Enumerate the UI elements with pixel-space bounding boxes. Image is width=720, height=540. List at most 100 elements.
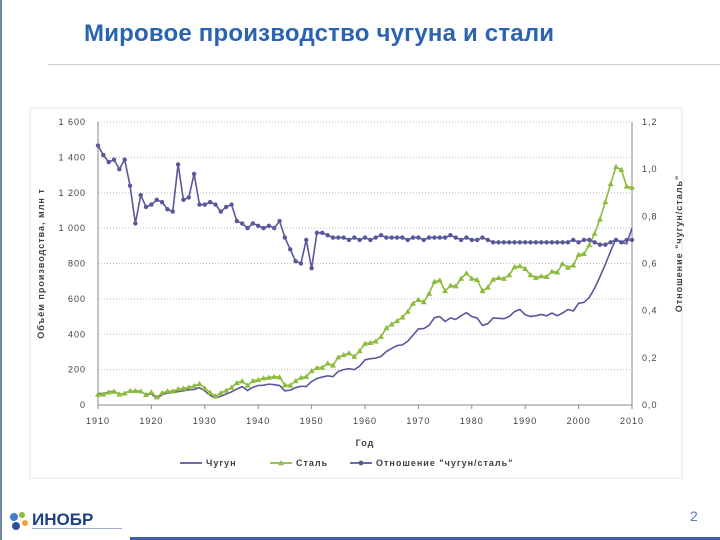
legend-label: Отношение "чугун/сталь"	[376, 458, 513, 468]
data-point	[495, 274, 502, 281]
legend-marker	[278, 460, 284, 466]
data-point	[288, 247, 293, 252]
data-point	[587, 237, 592, 243]
data-point	[335, 354, 342, 360]
chart-frame	[29, 107, 683, 479]
data-point	[527, 271, 534, 278]
data-point	[260, 375, 267, 381]
data-point	[596, 216, 603, 222]
data-point	[538, 273, 545, 279]
x-tick-label: 2010	[620, 416, 644, 426]
data-point	[153, 394, 160, 400]
data-point	[250, 221, 256, 226]
y2-axis-title: Отношение "чугун/сталь"	[674, 175, 684, 312]
data-point	[607, 180, 614, 187]
data-point	[400, 235, 405, 240]
data-point	[432, 235, 437, 240]
y2-tick-label: 1,0	[642, 164, 658, 174]
data-point	[233, 379, 240, 386]
data-point	[213, 202, 218, 207]
data-point	[191, 382, 198, 389]
data-point	[324, 360, 331, 366]
data-point	[329, 362, 336, 368]
y-tick-label: 400	[68, 329, 86, 339]
data-point	[506, 271, 513, 278]
data-point	[330, 235, 336, 240]
data-point	[191, 171, 197, 177]
data-point	[532, 274, 539, 280]
data-point	[212, 393, 219, 399]
series-pig-iron	[97, 227, 633, 400]
data-point	[133, 221, 138, 226]
data-point	[137, 388, 144, 394]
data-point	[629, 184, 635, 190]
data-point	[543, 273, 550, 279]
data-point	[116, 391, 123, 397]
data-point	[159, 389, 166, 396]
x-tick-label: 1990	[513, 416, 537, 426]
data-point	[533, 240, 539, 245]
data-point	[474, 237, 480, 243]
data-point	[442, 287, 449, 294]
data-point	[308, 368, 315, 374]
data-point	[325, 233, 330, 238]
data-point	[159, 199, 165, 205]
data-point	[196, 380, 203, 386]
data-point	[410, 235, 416, 240]
x-tick-label: 1940	[246, 416, 270, 426]
data-point	[287, 382, 294, 388]
y-axis-ticks: 0 200 400 600 800 1 000 1 200 1 400 1 600	[58, 117, 86, 410]
y-tick-label: 1 000	[58, 223, 86, 233]
data-point	[143, 391, 150, 397]
data-point	[549, 240, 555, 245]
data-point	[229, 202, 234, 207]
data-point	[479, 287, 486, 294]
data-point	[490, 240, 496, 245]
data-point	[555, 240, 560, 245]
data-point	[410, 300, 417, 306]
data-point	[352, 235, 357, 240]
data-point	[271, 373, 278, 379]
data-point	[528, 240, 533, 245]
data-point	[234, 218, 240, 224]
series-ratio	[95, 143, 635, 271]
data-point	[281, 382, 288, 388]
data-point	[399, 314, 406, 320]
data-point	[138, 192, 143, 198]
data-point	[298, 261, 304, 266]
data-point	[207, 389, 214, 395]
data-point	[336, 235, 341, 240]
data-point	[186, 195, 191, 200]
data-point	[111, 388, 118, 394]
data-point	[388, 321, 395, 327]
data-point	[165, 207, 170, 212]
slide-title: Мировое производство чугуна и стали	[84, 20, 555, 47]
data-point	[340, 351, 347, 358]
data-point	[218, 209, 224, 214]
data-point	[378, 333, 385, 339]
data-point	[297, 374, 304, 380]
data-point	[523, 240, 528, 245]
data-point	[415, 296, 422, 302]
data-point	[458, 237, 464, 243]
data-point	[539, 240, 544, 245]
data-point	[202, 202, 207, 207]
data-point	[506, 240, 512, 245]
y-tick-label: 1 400	[58, 152, 86, 162]
page-number: 2	[690, 508, 698, 524]
data-point	[517, 240, 523, 245]
x-axis-title: Год	[356, 438, 375, 448]
x-tick-label: 2000	[567, 416, 591, 426]
data-point	[132, 387, 139, 394]
data-point	[180, 385, 187, 391]
data-point	[586, 242, 593, 248]
data-point	[149, 202, 154, 207]
data-point	[277, 218, 282, 224]
data-point	[106, 159, 111, 165]
data-point	[575, 251, 582, 257]
data-point	[544, 240, 549, 245]
slide-left-border	[0, 0, 2, 540]
data-point	[121, 390, 128, 396]
data-point	[282, 235, 288, 240]
data-point	[581, 237, 587, 243]
